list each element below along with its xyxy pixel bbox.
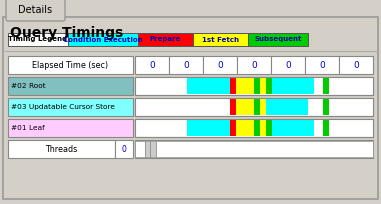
- FancyBboxPatch shape: [6, 0, 65, 21]
- Bar: [230, 120, 236, 136]
- Bar: [266, 120, 272, 136]
- Bar: [254, 78, 260, 94]
- Bar: [144, 141, 150, 157]
- Bar: [115, 140, 133, 158]
- Bar: [248, 33, 308, 46]
- Text: 0: 0: [183, 61, 189, 70]
- Text: 1st Fetch: 1st Fetch: [202, 37, 239, 42]
- Bar: [266, 78, 272, 94]
- Bar: [8, 56, 133, 74]
- Bar: [307, 99, 323, 115]
- Bar: [271, 56, 305, 74]
- Bar: [135, 56, 169, 74]
- Bar: [203, 56, 237, 74]
- Bar: [135, 141, 144, 157]
- Text: 0: 0: [319, 61, 325, 70]
- Bar: [8, 140, 115, 158]
- Bar: [8, 77, 133, 95]
- Text: Prepare: Prepare: [150, 37, 181, 42]
- Bar: [230, 78, 236, 94]
- Bar: [323, 120, 329, 136]
- Bar: [135, 78, 187, 94]
- Text: 0: 0: [122, 144, 126, 153]
- Bar: [305, 56, 339, 74]
- Bar: [329, 120, 373, 136]
- Bar: [314, 120, 323, 136]
- Bar: [187, 78, 230, 94]
- Bar: [260, 99, 266, 115]
- Bar: [138, 33, 193, 46]
- Bar: [135, 98, 373, 116]
- Bar: [254, 120, 260, 136]
- Bar: [157, 141, 373, 157]
- Bar: [237, 56, 271, 74]
- Text: #01 Leaf: #01 Leaf: [11, 125, 45, 131]
- Bar: [169, 56, 203, 74]
- Bar: [248, 99, 254, 115]
- Bar: [230, 99, 236, 115]
- Text: Timing Legend: Timing Legend: [8, 37, 67, 42]
- Bar: [254, 99, 260, 115]
- Bar: [193, 33, 248, 46]
- Bar: [272, 120, 314, 136]
- Bar: [248, 78, 254, 94]
- Bar: [135, 77, 373, 95]
- Bar: [68, 33, 138, 46]
- Bar: [8, 119, 133, 137]
- Bar: [248, 120, 254, 136]
- Text: 0: 0: [353, 61, 359, 70]
- Bar: [323, 99, 329, 115]
- Bar: [236, 120, 242, 136]
- Bar: [135, 120, 187, 136]
- Bar: [242, 99, 248, 115]
- Bar: [329, 99, 373, 115]
- Text: 0: 0: [285, 61, 291, 70]
- Text: Threads: Threads: [45, 144, 78, 153]
- Bar: [135, 119, 373, 137]
- Text: Query Timings: Query Timings: [10, 26, 123, 40]
- Bar: [260, 120, 266, 136]
- Bar: [135, 119, 373, 137]
- Bar: [135, 99, 230, 115]
- Text: Elapsed Time (sec): Elapsed Time (sec): [32, 61, 109, 70]
- Bar: [242, 120, 248, 136]
- Bar: [323, 78, 329, 94]
- Text: #02 Root: #02 Root: [11, 83, 46, 89]
- Text: Subsequent: Subsequent: [254, 37, 302, 42]
- Bar: [8, 33, 68, 46]
- Bar: [236, 78, 242, 94]
- Bar: [260, 78, 266, 94]
- Bar: [135, 98, 373, 116]
- Text: Condition Execution: Condition Execution: [63, 37, 143, 42]
- Bar: [272, 78, 314, 94]
- Bar: [314, 78, 323, 94]
- Bar: [8, 98, 133, 116]
- Bar: [135, 140, 373, 158]
- Bar: [135, 77, 373, 95]
- Text: Details: Details: [18, 5, 52, 15]
- Bar: [3, 17, 378, 199]
- Text: 0: 0: [149, 61, 155, 70]
- Bar: [329, 78, 373, 94]
- Bar: [339, 56, 373, 74]
- Bar: [150, 141, 157, 157]
- Text: #03 Updatable Cursor Store: #03 Updatable Cursor Store: [11, 104, 115, 110]
- Bar: [187, 120, 230, 136]
- Bar: [242, 78, 248, 94]
- Bar: [266, 99, 307, 115]
- Bar: [236, 99, 242, 115]
- Text: 0: 0: [217, 61, 223, 70]
- Text: 0: 0: [251, 61, 257, 70]
